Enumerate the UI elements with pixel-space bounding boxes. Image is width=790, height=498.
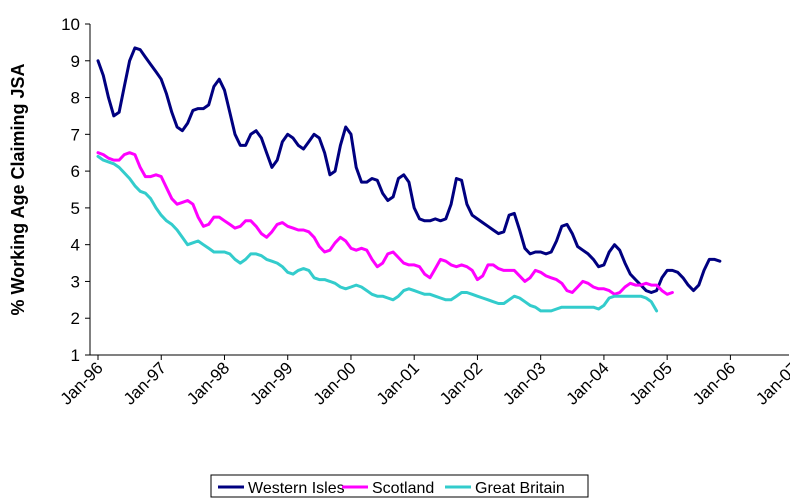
series-line-scotland	[96, 151, 674, 296]
y-tick-label: 7	[71, 125, 80, 144]
y-tick-label: 8	[71, 89, 80, 108]
series-line-western-isles	[96, 46, 722, 294]
y-tick-label: 10	[61, 15, 80, 34]
y-tick-label: 4	[71, 236, 80, 255]
y-tick-label: 2	[71, 309, 80, 328]
legend-label: Great Britain	[475, 480, 565, 497]
legend-box	[210, 474, 589, 498]
legend-label: Western Isles	[248, 480, 345, 497]
y-tick-label: 6	[71, 162, 80, 181]
y-tick-label: 9	[71, 52, 80, 71]
y-axis-ticks: 1 2 3 4 5 6 7 8 9 10	[61, 15, 90, 365]
legend: Western Isles Scotland Great Britain	[210, 474, 589, 498]
series-lines	[96, 46, 722, 313]
legend-items: Western Isles Scotland Great Britain	[218, 480, 565, 497]
legend-label: Scotland	[372, 480, 434, 497]
y-axis-title: % Working Age Claiming JSA	[8, 63, 28, 315]
y-tick-label: 1	[71, 346, 80, 365]
series-line-great-britain	[96, 154, 659, 313]
y-tick-label: 5	[71, 199, 80, 218]
y-tick-label: 3	[71, 272, 80, 291]
